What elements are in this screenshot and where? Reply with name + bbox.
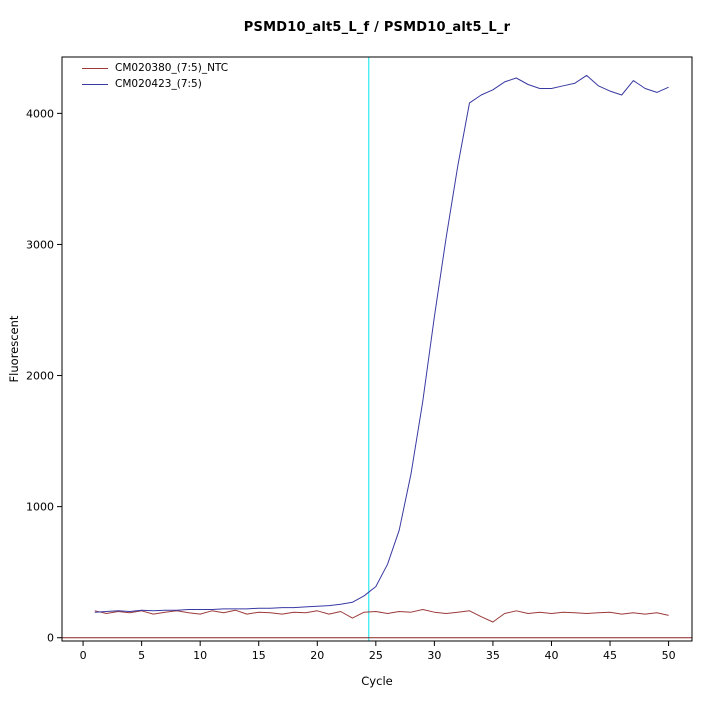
plot-border bbox=[61, 56, 693, 642]
y-tick-label: 2000 bbox=[26, 370, 54, 383]
x-tick-label: 35 bbox=[486, 649, 500, 662]
y-axis-label: Fluorescent bbox=[7, 315, 21, 383]
legend-item-ntc: CM020380_(7:5)_NTC bbox=[82, 62, 228, 75]
x-tick-label: 25 bbox=[369, 649, 383, 662]
x-tick-label: 45 bbox=[603, 649, 617, 662]
legend: CM020380_(7:5)_NTC CM020423_(7:5) bbox=[82, 62, 228, 91]
x-tick-label: 0 bbox=[80, 649, 87, 662]
x-tick-label: 15 bbox=[252, 649, 266, 662]
legend-label-ntc: CM020380_(7:5)_NTC bbox=[115, 62, 229, 74]
chart-title: PSMD10_alt5_L_f / PSMD10_alt5_L_r bbox=[243, 20, 511, 35]
legend-item-sample: CM020423_(7:5) bbox=[82, 78, 228, 91]
y-tick-label: 3000 bbox=[26, 238, 54, 251]
y-tick-label: 0 bbox=[47, 632, 54, 645]
legend-line-swatch-ntc bbox=[82, 68, 108, 69]
x-tick-label: 30 bbox=[427, 649, 441, 662]
x-tick-label: 10 bbox=[193, 649, 207, 662]
legend-label-sample: CM020423_(7:5) bbox=[115, 78, 202, 90]
legend-line-swatch-sample bbox=[82, 84, 108, 85]
x-tick-label: 5 bbox=[138, 649, 145, 662]
y-tick-label: 4000 bbox=[26, 107, 54, 120]
x-tick-label: 50 bbox=[662, 649, 676, 662]
x-tick-label: 40 bbox=[544, 649, 558, 662]
x-axis-label: Cycle bbox=[361, 674, 393, 688]
y-tick-label: 1000 bbox=[26, 501, 54, 514]
series-line-0 bbox=[94, 609, 669, 623]
series-line-1 bbox=[94, 74, 669, 613]
x-tick-label: 20 bbox=[310, 649, 324, 662]
